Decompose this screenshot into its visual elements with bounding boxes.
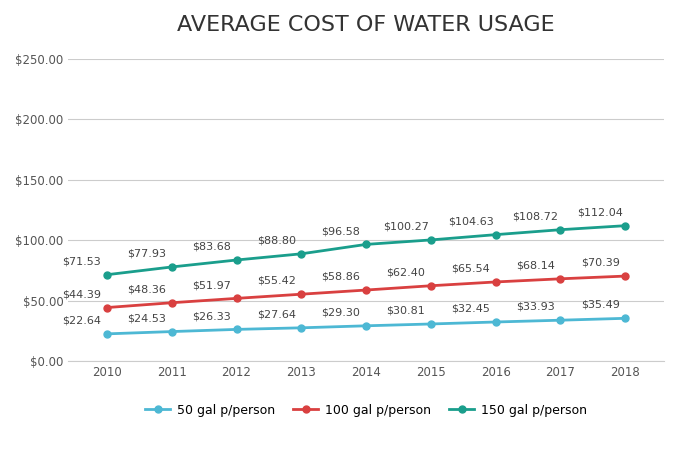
Text: $44.39: $44.39 [62, 289, 101, 299]
Text: $68.14: $68.14 [516, 261, 555, 271]
Text: $58.86: $58.86 [322, 272, 361, 282]
Text: $24.53: $24.53 [127, 313, 166, 323]
Text: $29.30: $29.30 [322, 308, 361, 318]
Text: $35.49: $35.49 [581, 300, 619, 310]
Text: $32.45: $32.45 [451, 304, 490, 314]
Text: $112.04: $112.04 [577, 207, 623, 218]
Text: $88.80: $88.80 [257, 236, 296, 246]
Legend: 50 gal p/person, 100 gal p/person, 150 gal p/person: 50 gal p/person, 100 gal p/person, 150 g… [141, 399, 591, 421]
Text: $70.39: $70.39 [581, 258, 619, 268]
Text: $104.63: $104.63 [447, 216, 494, 226]
Text: $22.64: $22.64 [62, 316, 101, 326]
Text: $77.93: $77.93 [127, 249, 166, 259]
Text: $108.72: $108.72 [513, 211, 558, 221]
Text: $33.93: $33.93 [516, 302, 555, 312]
Text: $51.97: $51.97 [192, 280, 231, 290]
Text: $62.40: $62.40 [386, 267, 425, 277]
Title: AVERAGE COST OF WATER USAGE: AVERAGE COST OF WATER USAGE [177, 15, 555, 35]
Text: $26.33: $26.33 [192, 311, 231, 321]
Text: $48.36: $48.36 [127, 284, 166, 294]
Text: $30.81: $30.81 [386, 306, 425, 316]
Text: $100.27: $100.27 [383, 222, 428, 232]
Text: $27.64: $27.64 [257, 310, 296, 319]
Text: $65.54: $65.54 [452, 264, 490, 273]
Text: $71.53: $71.53 [62, 256, 101, 266]
Text: $83.68: $83.68 [192, 242, 231, 252]
Text: $96.58: $96.58 [322, 226, 361, 236]
Text: $55.42: $55.42 [257, 276, 296, 286]
